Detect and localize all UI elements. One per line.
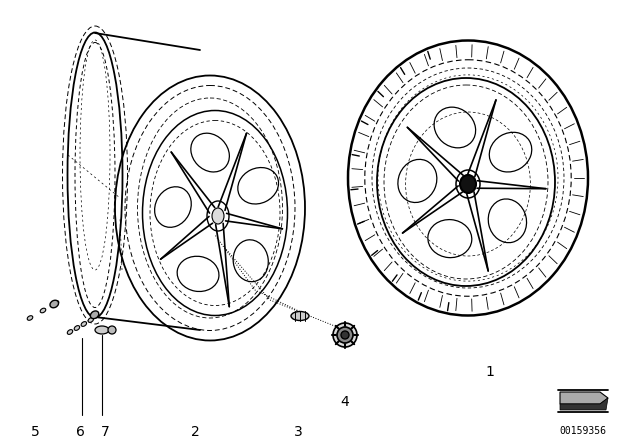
Ellipse shape [341,331,349,339]
Text: 3: 3 [294,425,302,439]
Ellipse shape [291,311,309,320]
Ellipse shape [460,175,476,193]
Polygon shape [560,398,608,410]
Ellipse shape [95,326,109,334]
Ellipse shape [50,300,58,308]
Ellipse shape [90,311,99,319]
Text: 7: 7 [100,425,109,439]
Ellipse shape [81,322,86,327]
Ellipse shape [212,208,224,224]
Ellipse shape [53,301,59,305]
Ellipse shape [40,308,46,313]
Ellipse shape [67,330,73,334]
Text: 1: 1 [486,365,495,379]
Ellipse shape [74,326,79,330]
Text: 5: 5 [31,425,40,439]
Ellipse shape [333,323,357,347]
Ellipse shape [88,318,93,323]
Ellipse shape [337,327,353,343]
Text: 2: 2 [191,425,200,439]
Text: 6: 6 [76,425,84,439]
Ellipse shape [28,316,33,320]
Polygon shape [560,392,608,404]
Text: 4: 4 [340,395,349,409]
Ellipse shape [108,326,116,334]
Text: 00159356: 00159356 [559,426,607,436]
